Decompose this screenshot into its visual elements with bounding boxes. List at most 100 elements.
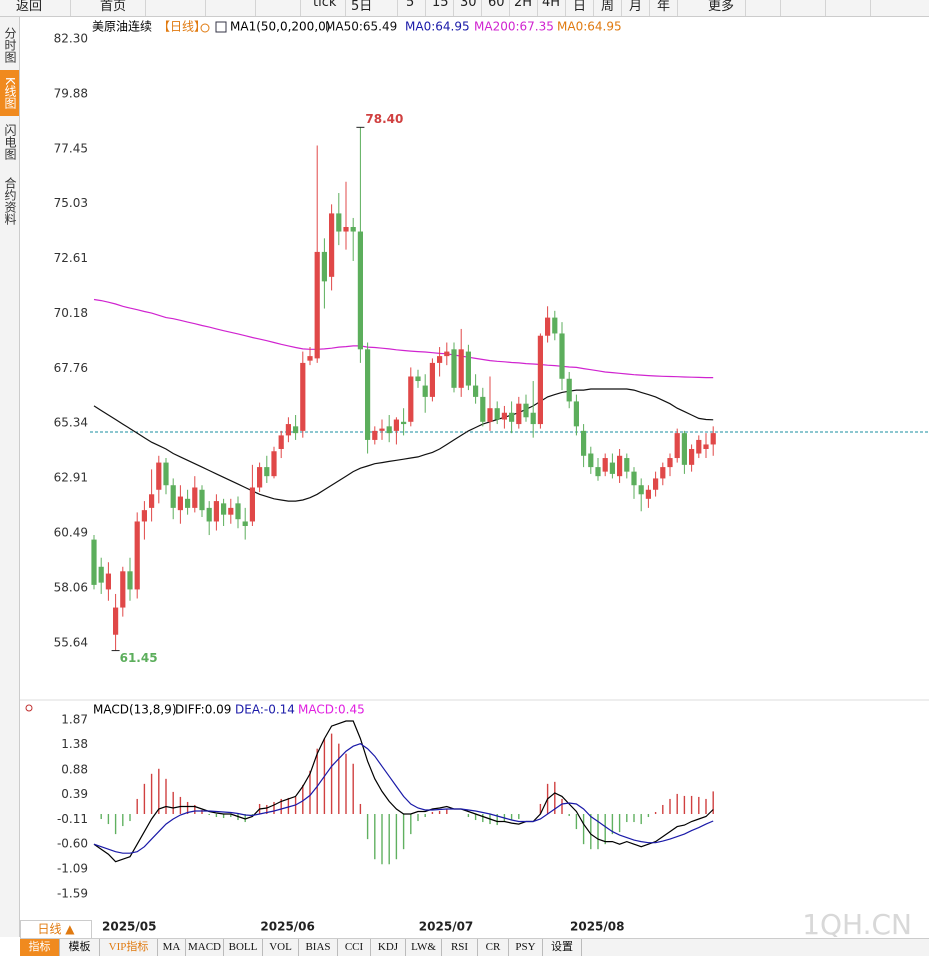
ma-icon[interactable]: [215, 21, 227, 33]
candle-body: [163, 462, 169, 486]
toolbar-button[interactable]: 30: [460, 0, 477, 10]
indicator-tab[interactable]: 指标: [20, 939, 60, 956]
candle-body: [249, 487, 255, 522]
y-tick-label: 67.76: [54, 361, 88, 375]
candle-body: [336, 213, 342, 232]
candle-body: [285, 424, 291, 436]
period-button[interactable]: 日线 ▲: [20, 920, 92, 939]
candle-body: [156, 462, 162, 490]
candle-body: [134, 521, 140, 590]
indicator-line: [93, 743, 714, 854]
y-tick-label: -0.11: [57, 812, 88, 826]
indicator-tab[interactable]: CR: [478, 939, 509, 956]
toolbar-separator: [425, 0, 426, 16]
indicator-tab[interactable]: LW&: [406, 939, 442, 956]
candle-body: [545, 317, 551, 336]
toggle-icon[interactable]: [200, 23, 210, 33]
indicator-line: [93, 720, 714, 863]
toolbar-separator: [621, 0, 622, 16]
toolbar-separator: [745, 0, 746, 16]
toolbar-separator: [145, 0, 146, 16]
toolbar-button[interactable]: 日: [573, 0, 587, 14]
toolbar-separator: [300, 0, 301, 16]
y-tick-label: 75.03: [54, 196, 88, 210]
sidebar-tab[interactable]: 分时图: [3, 27, 17, 63]
candle-body: [228, 507, 234, 515]
toolbar-button[interactable]: 5日: [351, 0, 373, 14]
indicator-tabs: 指标 模板 VIP指标 MA MACD BOLL VOL BIAS CCI KDJ LW& RSI CR…: [20, 938, 929, 956]
candle-body: [429, 362, 435, 397]
toolbar-separator: [70, 0, 71, 16]
watermark: 1QH.CN: [802, 908, 912, 937]
indicator-tab[interactable]: VOL: [263, 939, 299, 956]
candle-body: [617, 455, 623, 477]
x-tick-label: 2025/05: [102, 920, 156, 934]
candle-body: [559, 333, 565, 379]
candle-body: [653, 478, 659, 490]
indicator-tab[interactable]: VIP指标: [100, 939, 158, 956]
toolbar-button[interactable]: 周: [601, 0, 615, 14]
chart-title: 美原油连续: [92, 19, 152, 34]
toolbar-button[interactable]: 5: [406, 0, 415, 10]
sidebar-tab[interactable]: 合约资料: [3, 177, 17, 225]
candle-body: [681, 433, 687, 465]
toolbar-separator: [780, 0, 781, 16]
candle-body: [350, 226, 356, 232]
toolbar-button[interactable]: 首页: [100, 0, 127, 14]
x-tick-label: 2025/07: [419, 920, 473, 934]
sidebar-tab[interactable]: 闪电图: [3, 123, 17, 160]
legend-ma0: MA0:64.95: [405, 20, 470, 34]
indicator-tab[interactable]: KDJ: [371, 939, 406, 956]
toolbar-button[interactable]: 4H: [542, 0, 561, 10]
candle-body: [300, 362, 306, 431]
indicator-tab[interactable]: BOLL: [224, 939, 263, 956]
toolbar-separator: [205, 0, 206, 16]
candle-body: [494, 408, 500, 420]
candle-body: [213, 501, 219, 522]
toolbar-button[interactable]: 年: [657, 0, 671, 14]
indicator-tab[interactable]: RSI: [442, 939, 478, 956]
candle-body: [379, 428, 385, 431]
indicator-tab[interactable]: PSY: [509, 939, 543, 956]
legend-ma200: MA200:67.35: [474, 20, 554, 34]
indicator-tab[interactable]: 设置: [543, 939, 582, 956]
y-tick-label: -1.09: [57, 861, 88, 875]
toolbar-separator: [255, 0, 256, 16]
toolbar-button[interactable]: 15: [432, 0, 449, 10]
indicator-tab[interactable]: CCI: [338, 939, 371, 956]
y-tick-label: 1.87: [61, 713, 88, 727]
indicator-tab[interactable]: MA: [158, 939, 186, 956]
candle-body: [127, 571, 133, 590]
toolbar-button[interactable]: 2H: [514, 0, 533, 10]
candle-body: [609, 462, 615, 474]
toolbar-button[interactable]: 更多: [708, 0, 735, 14]
candle-body: [595, 467, 601, 477]
period-text: 日线: [37, 922, 62, 936]
sidebar-tab[interactable]: K线图: [0, 70, 19, 116]
settings-icon[interactable]: [25, 704, 33, 712]
candle-body: [372, 430, 378, 440]
candle-body: [120, 571, 126, 608]
y-tick-label: -0.60: [57, 837, 88, 851]
y-tick-label: 1.38: [61, 737, 88, 751]
toolbar-button[interactable]: 返回: [16, 0, 43, 14]
y-tick-label: 62.91: [54, 471, 88, 485]
toolbar-button[interactable]: 月: [629, 0, 643, 14]
toolbar-separator: [453, 0, 454, 16]
toolbar-button[interactable]: tick: [313, 0, 337, 10]
candle-body: [566, 378, 572, 402]
candle-body: [408, 376, 414, 422]
candle-body: [451, 349, 457, 388]
candle-body: [401, 421, 407, 425]
y-tick-label: 58.06: [54, 581, 88, 595]
candle-body: [624, 458, 630, 472]
indicator-tab[interactable]: BIAS: [299, 939, 338, 956]
period-label: 【日线】: [158, 20, 206, 34]
candle-body: [199, 489, 205, 511]
indicator-tab[interactable]: 模板: [60, 939, 100, 956]
indicator-tab[interactable]: MACD: [186, 939, 224, 956]
toolbar-separator: [825, 0, 826, 16]
candle-body: [98, 566, 104, 583]
toolbar-button[interactable]: 60: [488, 0, 505, 10]
